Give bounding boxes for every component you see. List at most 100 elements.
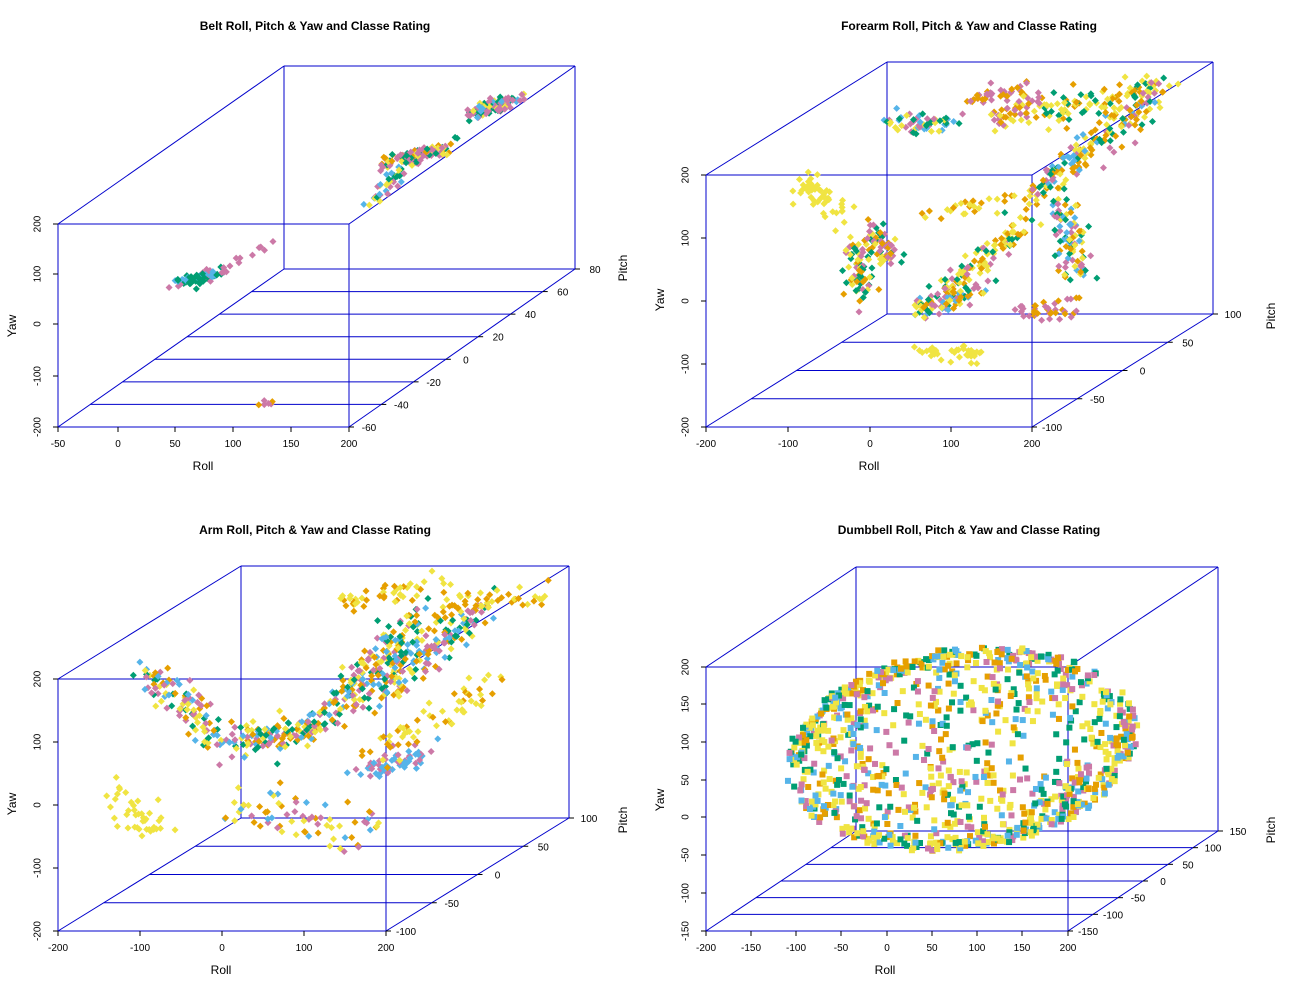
arm-point <box>142 673 150 681</box>
dumbbell-point <box>990 779 997 786</box>
forearm-point <box>1141 113 1149 121</box>
dumbbell-point <box>978 644 985 651</box>
forearm-point <box>957 199 965 207</box>
dumbbell-point <box>856 807 863 814</box>
belt-point <box>384 190 392 198</box>
dumbbell-point <box>873 727 880 734</box>
belt-point <box>473 114 481 122</box>
dumbbell-point <box>1023 673 1030 680</box>
forearm-point <box>813 171 821 179</box>
arm-point <box>346 592 354 600</box>
forearm-point <box>866 273 874 281</box>
forearm-point <box>1017 110 1025 118</box>
dumbbell-point <box>1079 693 1086 700</box>
arm-x-tick-label: 0 <box>219 943 225 954</box>
arm-point <box>276 779 284 787</box>
dumbbell-point <box>1069 775 1076 782</box>
dumbbell-point <box>952 834 959 841</box>
dumbbell-point <box>949 836 956 843</box>
arm-point <box>380 733 388 741</box>
dumbbell-point <box>1075 788 1082 795</box>
dumbbell-point <box>978 684 985 691</box>
dumbbell-point <box>1063 739 1070 746</box>
forearm-point <box>955 353 963 361</box>
dumbbell-point <box>812 792 819 799</box>
dumbbell-point <box>903 663 910 670</box>
dumbbell-point <box>1058 654 1065 661</box>
arm-point <box>228 730 236 738</box>
arm-point <box>355 843 363 851</box>
dumbbell-point <box>914 817 921 824</box>
forearm-point <box>1102 109 1110 117</box>
dumbbell-point <box>901 808 908 815</box>
forearm-point <box>1119 114 1127 122</box>
arm-point <box>250 818 258 826</box>
arm-point <box>373 822 381 830</box>
dumbbell-point <box>1116 713 1123 720</box>
dumbbell-point <box>1028 819 1035 826</box>
arm-point <box>210 726 218 734</box>
dumbbell-point <box>1033 691 1040 698</box>
forearm-point <box>946 296 954 304</box>
dumbbell-point <box>1127 743 1134 750</box>
dumbbell-x-tick-label: 50 <box>926 943 938 954</box>
arm-y-tick-label: -50 <box>445 899 460 910</box>
arm-point <box>308 813 316 821</box>
arm-point <box>191 736 199 744</box>
forearm-point <box>900 250 908 258</box>
forearm-point <box>804 168 812 176</box>
arm-point <box>249 730 257 738</box>
dumbbell-point <box>949 796 956 803</box>
dumbbell-point <box>796 757 803 764</box>
arm-point <box>368 765 376 773</box>
dumbbell-point <box>900 791 907 798</box>
dumbbell-point <box>1037 781 1044 788</box>
dumbbell-point <box>863 800 870 807</box>
forearm-point <box>821 213 829 221</box>
dumbbell-point <box>1086 678 1093 685</box>
dumbbell-point <box>825 696 832 703</box>
dumbbell-point <box>870 774 877 781</box>
dumbbell-point <box>1024 707 1031 714</box>
dumbbell-point <box>1022 765 1029 772</box>
dumbbell-point <box>848 682 855 689</box>
belt-point <box>379 163 387 171</box>
arm-point <box>434 735 442 743</box>
forearm-point <box>880 256 888 264</box>
dumbbell-point <box>806 805 813 812</box>
dumbbell-point <box>1085 804 1092 811</box>
forearm-point <box>1029 185 1037 193</box>
arm-point <box>320 704 328 712</box>
dumbbell-point <box>990 680 997 687</box>
forearm-point <box>979 289 987 297</box>
arm-point <box>201 738 209 746</box>
forearm-point <box>842 279 850 287</box>
dumbbell-point <box>994 805 1001 812</box>
forearm-point <box>960 342 968 350</box>
arm-point <box>396 756 404 764</box>
forearm-point <box>1067 313 1075 321</box>
dumbbell-point <box>964 802 971 809</box>
arm-point <box>472 700 480 708</box>
dumbbell-point <box>1029 790 1036 797</box>
belt-point <box>385 175 393 183</box>
arm-point <box>438 707 446 715</box>
arm-point <box>450 690 458 698</box>
dumbbell-point <box>887 842 894 849</box>
forearm-point <box>950 117 958 125</box>
forearm-point <box>1051 226 1059 234</box>
forearm-point <box>1039 176 1047 184</box>
forearm-point <box>887 241 895 249</box>
belt-point <box>394 182 402 190</box>
forearm-point <box>1056 222 1064 230</box>
dumbbell-point <box>1111 773 1118 780</box>
dumbbell-point <box>980 842 987 849</box>
dumbbell-point <box>910 844 917 851</box>
arm-point <box>110 814 118 822</box>
belt-point <box>393 172 401 180</box>
dumbbell-panel: Dumbbell Roll, Pitch & Yaw and Classe Ra… <box>653 523 1278 977</box>
forearm-point <box>928 301 936 309</box>
forearm-point <box>1016 104 1024 112</box>
dumbbell-point <box>897 836 904 843</box>
forearm-point <box>991 236 999 244</box>
